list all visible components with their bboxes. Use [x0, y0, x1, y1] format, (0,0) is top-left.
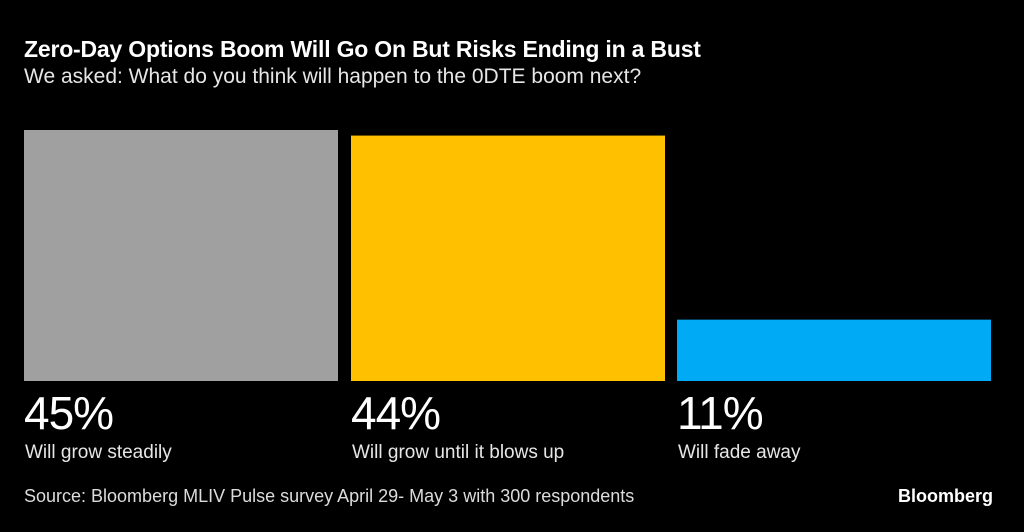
value-label-0: 45% — [24, 387, 114, 439]
value-label-2: 11% — [677, 387, 764, 439]
bar-1 — [351, 135, 665, 381]
category-label-2: Will fade away — [678, 442, 801, 463]
bar-2 — [677, 319, 991, 381]
source-note: Source: Bloomberg MLIV Pulse survey Apri… — [24, 486, 635, 506]
bloomberg-logo: Bloomberg — [897, 486, 993, 506]
bar-0 — [24, 130, 338, 381]
chart-title: Zero-Day Options Boom Will Go On But Ris… — [24, 36, 701, 62]
value-label-1: 44% — [351, 387, 441, 439]
chart-subtitle: We asked: What do you think will happen … — [24, 65, 642, 88]
category-label-1: Will grow until it blows up — [352, 442, 565, 463]
category-label-0: Will grow steadily — [25, 442, 172, 463]
